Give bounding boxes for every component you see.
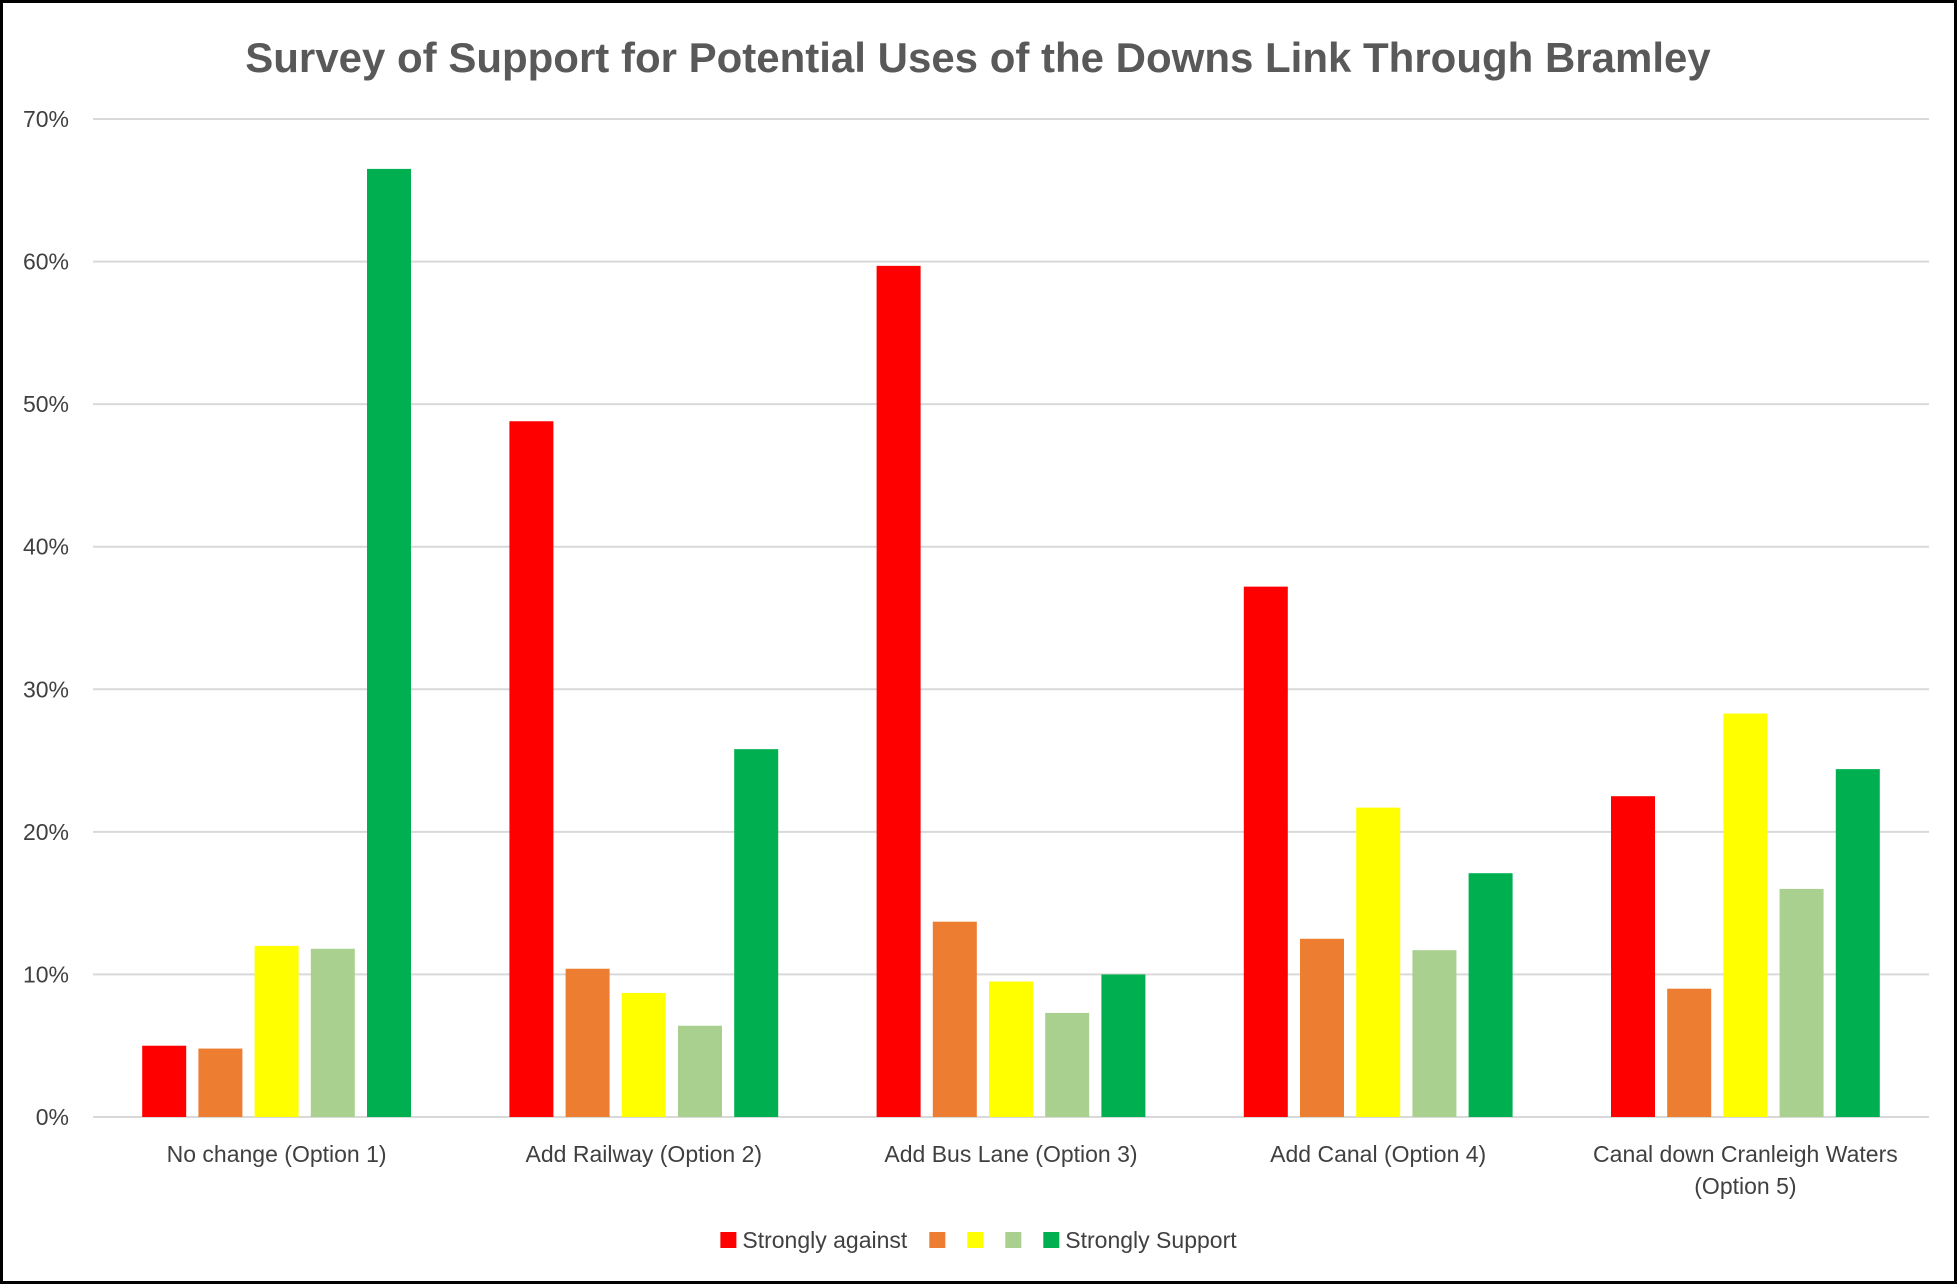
y-tick-label: 40% <box>23 534 69 560</box>
bar <box>989 981 1033 1117</box>
y-tick-label: 60% <box>23 249 69 275</box>
bar <box>1468 873 1513 1117</box>
legend-swatch <box>1005 1232 1022 1248</box>
legend-swatch <box>1043 1232 1060 1248</box>
bar <box>932 921 977 1117</box>
chart-title: Survey of Support for Potential Uses of … <box>245 34 1711 81</box>
x-axis-categories: No change (Option 1) Add Railway (Option … <box>167 1141 1898 1199</box>
legend-label: Strongly against <box>742 1227 908 1253</box>
bar <box>509 421 554 1117</box>
bar <box>142 1045 187 1117</box>
bar <box>1667 988 1712 1117</box>
bar <box>1045 1012 1090 1117</box>
bar <box>1300 938 1344 1117</box>
bar <box>310 948 355 1117</box>
bar <box>1356 807 1401 1117</box>
y-tick-label: 0% <box>36 1104 69 1130</box>
x-category-label: Add Bus Lane (Option 3) <box>884 1141 1137 1167</box>
y-tick-label: 30% <box>23 676 69 702</box>
legend-label: Strongly Support <box>1065 1227 1237 1253</box>
bar <box>1835 769 1880 1117</box>
bar <box>876 265 921 1117</box>
x-category-label: Add Railway (Option 2) <box>526 1141 763 1167</box>
y-tick-label: 50% <box>23 391 69 417</box>
bars <box>142 168 1880 1117</box>
y-tick-label: 70% <box>23 106 69 132</box>
y-tick-label: 20% <box>23 819 69 845</box>
bar <box>1723 713 1768 1117</box>
bar <box>621 992 666 1117</box>
x-category-label: No change (Option 1) <box>167 1141 387 1167</box>
legend-swatch <box>967 1232 984 1248</box>
bar <box>565 968 610 1117</box>
x-category-label: (Option 5) <box>1694 1173 1796 1199</box>
bar <box>1101 974 1146 1117</box>
bar-chart: Survey of Support for Potential Uses of … <box>23 34 1929 1253</box>
legend-swatch <box>720 1232 737 1248</box>
bar <box>254 945 299 1117</box>
x-category-label: Canal down Cranleigh Waters <box>1593 1141 1898 1167</box>
bar <box>734 749 779 1117</box>
bar <box>1243 586 1288 1117</box>
bar <box>1779 888 1824 1117</box>
bar <box>198 1048 243 1117</box>
y-axis-ticks: 0% 10% 20% 30% 40% 50% 60% 70% <box>23 106 69 1130</box>
legend: Strongly against Strongly Support <box>720 1227 1237 1253</box>
bar <box>367 168 411 1117</box>
legend-swatch <box>929 1232 946 1248</box>
y-tick-label: 10% <box>23 961 69 987</box>
bar <box>1611 796 1655 1117</box>
bar <box>678 1025 722 1117</box>
x-category-label: Add Canal (Option 4) <box>1270 1141 1486 1167</box>
bar <box>1412 950 1457 1117</box>
